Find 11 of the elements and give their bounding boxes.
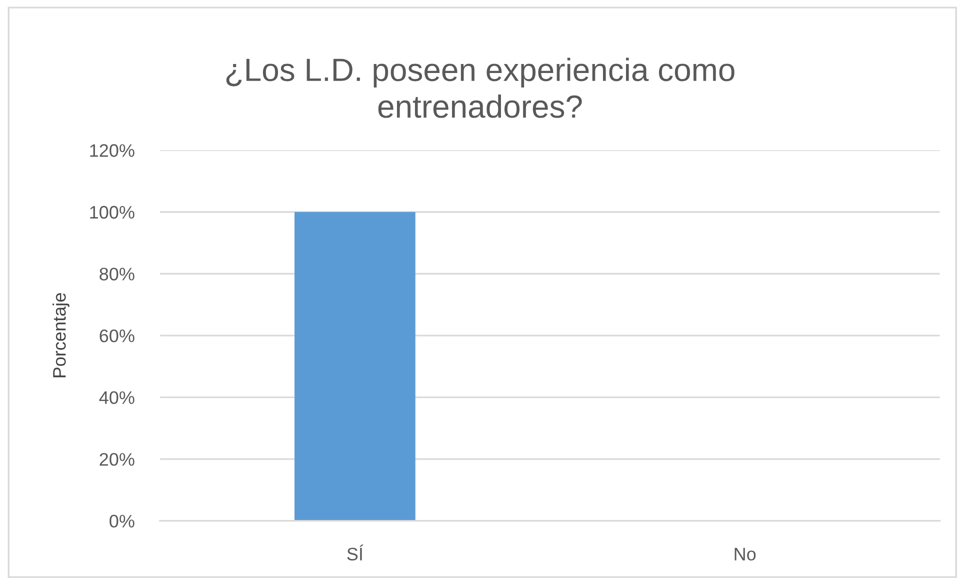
x-tick-label: No: [734, 548, 756, 560]
y-tick-label: 60%: [100, 329, 134, 342]
y-tick-label: 100%: [90, 206, 134, 219]
y-axis-title: Porcentaje: [52, 293, 70, 378]
y-tick-label: 40%: [99, 391, 134, 404]
y-tick-label: 20%: [100, 453, 134, 466]
y-tick-label: 0%: [110, 514, 134, 528]
y-tick-label: 80%: [100, 268, 134, 280]
chart-title: ¿Los L.D. poseen experiencia como entrenadores?: [226, 58, 734, 118]
y-tick-label: 120%: [90, 144, 134, 157]
x-tick-label: SÍ: [347, 544, 364, 560]
